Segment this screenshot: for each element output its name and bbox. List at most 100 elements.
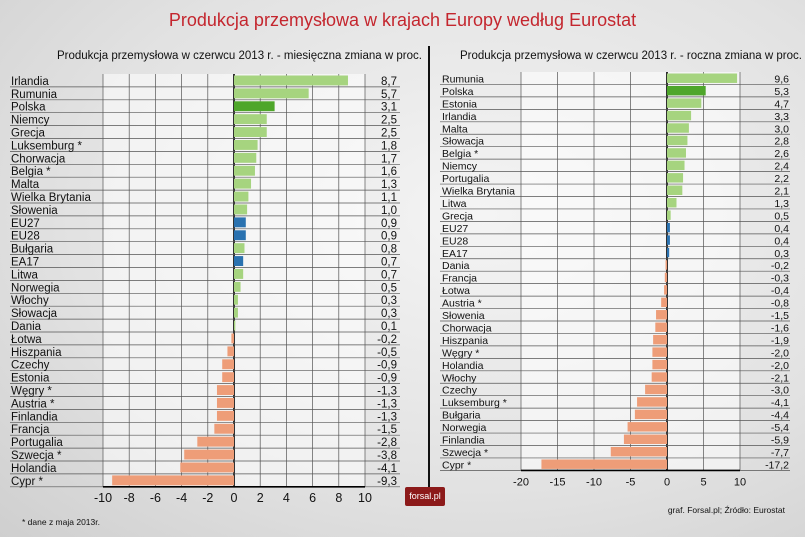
left-bar	[234, 140, 258, 150]
right-category-label: Wielka Brytania	[442, 186, 515, 198]
right-value-label: 2,4	[774, 161, 789, 173]
right-value-label: -17,2	[765, 459, 789, 471]
left-bar	[234, 320, 236, 331]
right-tick-label: -5	[626, 476, 636, 488]
left-value-label: -0,9	[377, 360, 397, 372]
right-category-label: Holandia	[442, 360, 484, 372]
left-category-label: Luksemburg *	[11, 140, 82, 152]
left-category-label: Estonia	[11, 373, 50, 385]
left-category-label: Węgry *	[11, 386, 52, 398]
left-bar	[234, 127, 267, 137]
right-value-label: -2,0	[771, 347, 789, 359]
right-bar	[667, 85, 706, 96]
right-value-label: -4,4	[771, 410, 789, 422]
right-bar	[634, 409, 667, 420]
left-value-label: 1,0	[381, 205, 397, 217]
right-value-label: 0,4	[774, 235, 789, 247]
right-category-label: Luksemburg *	[442, 397, 507, 409]
left-chart-title: Produkcja przemysłowa w czerwcu 2013 r. …	[57, 50, 422, 62]
left-bar	[234, 294, 238, 305]
left-category-label: Rumunia	[11, 89, 58, 101]
right-category-label: Czechy	[442, 385, 478, 397]
left-value-label: 8,7	[381, 76, 397, 88]
left-value-label: -0,2	[377, 334, 397, 346]
left-bar	[222, 359, 234, 370]
right-value-label: -4,1	[771, 397, 789, 409]
forsal-logo: forsal.pl	[405, 487, 445, 506]
right-bar	[665, 260, 667, 270]
right-category-label: Malta	[442, 123, 468, 135]
right-value-label: 1,3	[774, 198, 789, 210]
left-category-label: Litwa	[11, 269, 38, 281]
right-category-label: Belgia *	[442, 148, 478, 160]
divider	[428, 46, 430, 502]
left-bar	[234, 307, 238, 318]
left-bar	[222, 372, 234, 383]
right-bar	[667, 222, 670, 233]
right-category-label: Portugalia	[442, 173, 489, 185]
right-category-label: Chorwacja	[442, 322, 492, 334]
right-bar	[667, 73, 738, 83]
right-bar	[610, 447, 667, 457]
left-bar	[197, 436, 234, 447]
left-category-label: Norwegia	[11, 282, 60, 294]
left-bar	[234, 114, 267, 125]
left-bar	[227, 346, 234, 357]
right-bar	[667, 123, 689, 133]
right-bar	[656, 310, 667, 320]
left-bar	[234, 230, 246, 241]
left-category-label: Austria *	[11, 398, 55, 410]
left-tick-label: -10	[94, 491, 112, 505]
right-value-label: -2,0	[771, 360, 789, 372]
left-category-label: Łotwa	[11, 334, 42, 346]
left-bar	[234, 88, 309, 99]
left-tick-label: 4	[283, 491, 290, 505]
right-bar	[652, 347, 667, 357]
left-value-label: 0,1	[381, 321, 397, 333]
left-value-label: 0,5	[381, 282, 397, 294]
right-value-label: -7,7	[771, 447, 789, 459]
right-category-label: Estonia	[442, 98, 477, 110]
right-value-label: -0,3	[771, 273, 789, 285]
right-value-label: 2,2	[774, 173, 789, 185]
right-tick-label: 10	[734, 476, 746, 488]
left-category-label: Polska	[11, 102, 46, 114]
left-category-label: Słowenia	[11, 205, 58, 217]
left-bar	[234, 204, 248, 215]
right-category-label: Węgry *	[442, 347, 479, 359]
right-tick-label: 0	[664, 476, 670, 488]
page-title: Produkcja przemysłowa w krajach Europy w…	[168, 10, 637, 30]
left-value-label: 0,7	[381, 257, 397, 269]
right-value-label: 0,5	[774, 210, 789, 222]
left-value-label: 1,1	[381, 192, 397, 204]
left-tick-label: -2	[202, 491, 213, 505]
right-bar	[637, 397, 667, 407]
left-value-label: 1,8	[381, 140, 397, 152]
left-value-label: -1,3	[377, 398, 397, 410]
right-value-label: 3,0	[774, 123, 789, 135]
right-category-label: Słowenia	[442, 310, 485, 322]
right-value-label: 9,6	[774, 73, 789, 85]
left-value-label: 2,5	[381, 128, 397, 140]
left-value-label: 0,7	[381, 269, 397, 281]
left-bar	[234, 281, 241, 292]
right-category-label: Bułgaria	[442, 410, 481, 422]
right-bar	[667, 173, 684, 183]
left-bar	[214, 423, 234, 434]
right-bar	[667, 210, 671, 220]
left-bar	[216, 410, 234, 421]
left-category-label: EA17	[11, 257, 39, 269]
left-category-label: Włochy	[11, 295, 49, 307]
left-bar	[216, 398, 234, 408]
right-bar	[655, 322, 667, 332]
left-value-label: -0,5	[377, 347, 397, 359]
left-bar	[231, 333, 234, 344]
right-value-label: -2,1	[771, 372, 789, 384]
right-category-label: Niemcy	[442, 161, 478, 173]
left-bar	[180, 462, 234, 473]
right-category-label: Finlandia	[442, 435, 485, 447]
source-note: graf. Forsal.pl; Źródło: Eurostat	[667, 505, 785, 515]
right-tick-label: -20	[513, 476, 529, 488]
